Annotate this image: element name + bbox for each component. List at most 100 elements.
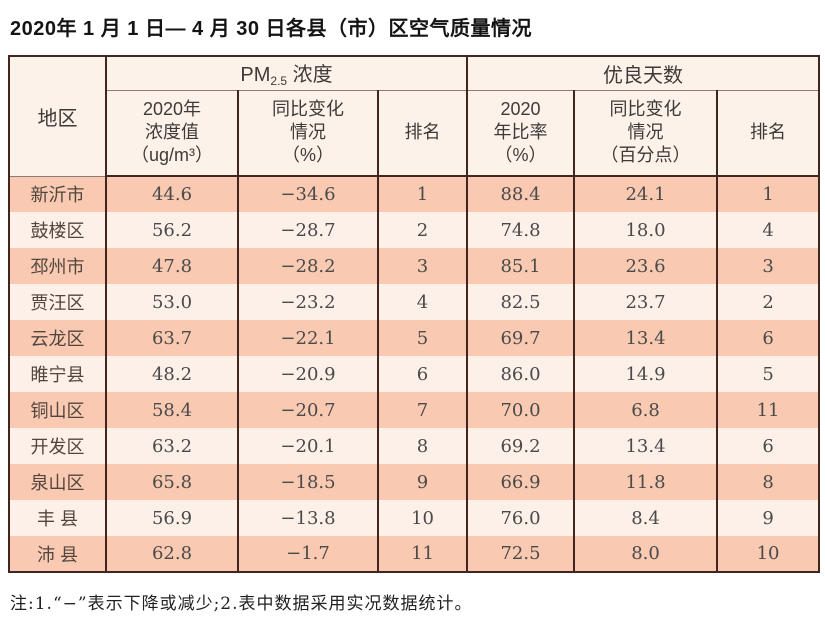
- pm-value-cell: 47.8: [105, 248, 239, 284]
- pm-change-cell: −13.8: [237, 500, 379, 536]
- region-cell: 鼓楼区: [8, 212, 107, 248]
- good-rank-cell: 9: [716, 500, 821, 536]
- pm-value-cell: 53.0: [105, 284, 239, 320]
- pm25-label-suffix: 浓度: [287, 64, 333, 87]
- table-row: 云龙区 63.7 −22.1 5 69.7 13.4 6: [8, 320, 821, 356]
- pm-rank-cell: 4: [376, 284, 469, 320]
- good-rate-cell: 69.2: [466, 428, 576, 464]
- good-rate-cell: 69.7: [466, 320, 576, 356]
- good-rank-cell: 2: [716, 284, 821, 320]
- table-row: 鼓楼区 56.2 −28.7 2 74.8 18.0 4: [8, 212, 821, 248]
- region-column-header: 地区: [8, 56, 107, 177]
- table-body: 新沂市 44.6 −34.6 1 88.4 24.1 1 鼓楼区 56.2 −28.7 2 74.8 1…: [8, 176, 821, 573]
- pm-change-cell: −20.1: [237, 428, 379, 464]
- pm-rank-cell: 1: [376, 176, 469, 212]
- table-row: 沛 县 62.8 −1.7 11 72.5 8.0 10: [8, 536, 821, 573]
- good-rank-cell: 6: [716, 320, 821, 356]
- good-change-cell: 13.4: [573, 428, 719, 464]
- region-cell: 新沂市: [8, 176, 107, 212]
- pm-rank-cell: 11: [376, 536, 469, 573]
- pm-value-cell: 56.9: [105, 500, 239, 536]
- pm-change-cell: −22.1: [237, 320, 379, 356]
- region-cell: 沛 县: [8, 536, 107, 573]
- pm-change-cell: −1.7: [237, 536, 379, 573]
- good-rate-cell: 74.8: [466, 212, 576, 248]
- table-row: 睢宁县 48.2 −20.9 6 86.0 14.9 5: [8, 356, 821, 392]
- group-header-row: 地区 PM2.5 浓度 优良天数: [8, 56, 821, 177]
- table-row: 邳州市 47.8 −28.2 3 85.1 23.6 3: [8, 248, 821, 284]
- good-change-cell: 11.8: [573, 464, 719, 500]
- region-cell: 泉山区: [8, 464, 107, 500]
- region-cell: 丰 县: [8, 500, 107, 536]
- good-rank-cell: 10: [716, 536, 821, 573]
- pm-change-cell: −20.7: [237, 392, 379, 428]
- pm-value-cell: 62.8: [105, 536, 239, 573]
- table-row: 丰 县 56.9 −13.8 10 76.0 8.4 9: [8, 500, 821, 536]
- good-change-cell: 8.0: [573, 536, 719, 573]
- pm-change-cell: −23.2: [237, 284, 379, 320]
- footnote: 注:1.“−”表示下降或减少;2.表中数据采用实况数据统计。: [10, 594, 473, 614]
- pm-value-cell: 48.2: [105, 356, 239, 392]
- good-rate-cell: 86.0: [466, 356, 576, 392]
- good-rate-cell: 76.0: [466, 500, 576, 536]
- region-cell: 开发区: [8, 428, 107, 464]
- page-title: 2020年 1 月 1 日— 4 月 30 日各县（市）区空气质量情况: [10, 18, 533, 40]
- good-change-header: 同比变化 情况 （百分点）: [573, 90, 719, 177]
- good-days-group-header: 优良天数: [466, 56, 821, 91]
- good-rank-cell: 3: [716, 248, 821, 284]
- good-rate-cell: 70.0: [466, 392, 576, 428]
- pm-change-cell: −28.2: [237, 248, 379, 284]
- table-header: 地区 PM2.5 浓度 优良天数 2020年 浓度值 （ug/m³） 同比变化 …: [8, 56, 821, 177]
- good-rate-cell: 82.5: [466, 284, 576, 320]
- pm-change-cell: −18.5: [237, 464, 379, 500]
- region-cell: 云龙区: [8, 320, 107, 356]
- pm25-label-prefix: PM: [240, 64, 271, 87]
- pm-value-cell: 63.7: [105, 320, 239, 356]
- good-rank-header: 排名: [716, 90, 821, 177]
- pm-change-cell: −34.6: [237, 176, 379, 212]
- good-rank-cell: 6: [716, 428, 821, 464]
- pm-rank-cell: 7: [376, 392, 469, 428]
- good-change-cell: 8.4: [573, 500, 719, 536]
- region-cell: 贾汪区: [8, 284, 107, 320]
- good-change-cell: 13.4: [573, 320, 719, 356]
- table-row: 贾汪区 53.0 −23.2 4 82.5 23.7 2: [8, 284, 821, 320]
- pm-value-cell: 56.2: [105, 212, 239, 248]
- pm-value-cell: 44.6: [105, 176, 239, 212]
- region-cell: 睢宁县: [8, 356, 107, 392]
- pm-change-cell: −20.9: [237, 356, 379, 392]
- sub-header-row: 2020年 浓度值 （ug/m³） 同比变化 情况 （%） 排名 2020 年比…: [9, 90, 821, 177]
- pm-change-header: 同比变化 情况 （%）: [237, 90, 379, 177]
- air-quality-table: 地区 PM2.5 浓度 优良天数 2020年 浓度值 （ug/m³） 同比变化 …: [8, 55, 821, 573]
- good-rank-cell: 1: [716, 176, 821, 212]
- pm-value-cell: 58.4: [105, 392, 239, 428]
- pm-rank-cell: 8: [376, 428, 469, 464]
- good-rate-cell: 88.4: [466, 176, 576, 212]
- good-change-cell: 23.6: [573, 248, 719, 284]
- good-change-cell: 18.0: [573, 212, 719, 248]
- pm-rank-header: 排名: [376, 90, 469, 177]
- pm25-group-header: PM2.5 浓度: [104, 56, 469, 91]
- pm-rank-cell: 6: [376, 356, 469, 392]
- good-rank-cell: 5: [716, 356, 821, 392]
- region-cell: 铜山区: [8, 392, 107, 428]
- pm-rank-cell: 2: [376, 212, 469, 248]
- region-cell: 邳州市: [8, 248, 107, 284]
- good-rate-header: 2020 年比率 （%）: [466, 90, 576, 177]
- pm-value-header: 2020年 浓度值 （ug/m³）: [105, 90, 239, 177]
- table-row: 新沂市 44.6 −34.6 1 88.4 24.1 1: [8, 176, 821, 212]
- pm-rank-cell: 9: [376, 464, 469, 500]
- pm25-label-subscript: 2.5: [270, 74, 288, 89]
- table-row: 泉山区 65.8 −18.5 9 66.9 11.8 8: [8, 464, 821, 500]
- good-rate-cell: 85.1: [466, 248, 576, 284]
- good-change-cell: 6.8: [573, 392, 719, 428]
- good-change-cell: 23.7: [573, 284, 719, 320]
- good-rate-cell: 66.9: [466, 464, 576, 500]
- table-row: 开发区 63.2 −20.1 8 69.2 13.4 6: [8, 428, 821, 464]
- table-row: 铜山区 58.4 −20.7 7 70.0 6.8 11: [8, 392, 821, 428]
- pm-value-cell: 63.2: [105, 428, 239, 464]
- pm-rank-cell: 10: [376, 500, 469, 536]
- good-rate-cell: 72.5: [466, 536, 576, 573]
- pm-value-cell: 65.8: [105, 464, 239, 500]
